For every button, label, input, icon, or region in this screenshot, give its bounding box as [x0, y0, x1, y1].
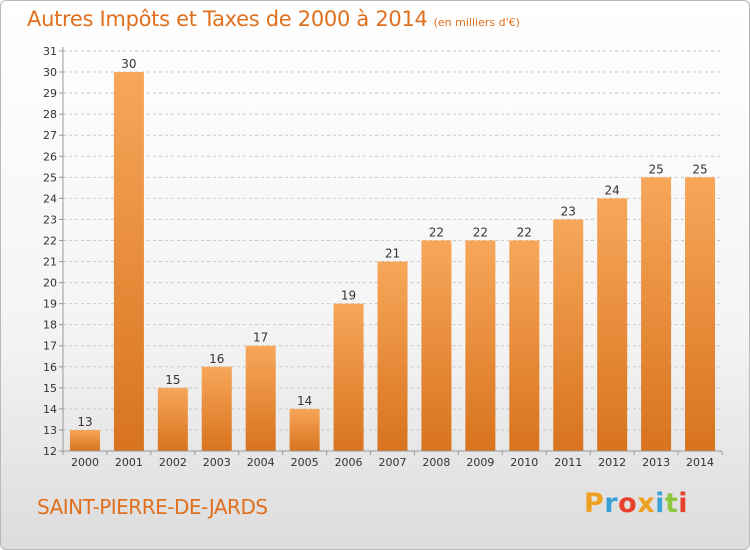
- y-tick-label: 24: [43, 192, 57, 205]
- proxiti-logo[interactable]: Proxiti: [584, 488, 688, 519]
- bar: [509, 240, 540, 451]
- bar: [685, 177, 716, 451]
- y-tick-label: 25: [43, 171, 57, 184]
- y-tick-label: 15: [43, 382, 57, 395]
- y-tick-label: 21: [43, 256, 57, 269]
- data-label: 19: [341, 289, 356, 303]
- logo-letter: i: [655, 488, 665, 519]
- y-tick-label: 12: [43, 445, 57, 458]
- x-tick-label: 2009: [466, 456, 494, 469]
- x-tick-label: 2013: [642, 456, 670, 469]
- bars: [69, 72, 716, 451]
- data-label: 25: [692, 162, 707, 176]
- bar: [157, 387, 188, 451]
- data-labels: 13 30 15 16 17 14 19 21 22 22 22 23 24 25 25: [77, 57, 707, 429]
- x-tick-label: 2004: [247, 456, 275, 469]
- data-label: 22: [517, 225, 532, 239]
- chart-title-text: Autres Impôts et Taxes de 2000 à 2014: [27, 7, 428, 31]
- logo-letter: r: [604, 488, 619, 519]
- y-tick-label: 14: [43, 403, 57, 416]
- bar: [245, 345, 276, 451]
- logo-letter: o: [618, 488, 638, 519]
- y-tick-label: 23: [43, 213, 57, 226]
- logo-letter: P: [584, 488, 605, 519]
- x-tick-label: 2000: [71, 456, 99, 469]
- y-tick-label: 18: [43, 319, 57, 332]
- bar: [641, 177, 672, 451]
- y-tick-label: 28: [43, 108, 57, 121]
- y-axis-ticks: 12 13 14 15 16 17 18 19 20 21 22 23 24 25 26 27 28 29 30 31: [43, 45, 63, 458]
- y-tick-label: 29: [43, 87, 57, 100]
- data-label: 22: [429, 225, 444, 239]
- x-tick-label: 2014: [686, 456, 714, 469]
- bar: [113, 72, 144, 451]
- y-tick-label: 16: [43, 361, 57, 374]
- x-tick-label: 2007: [379, 456, 407, 469]
- data-label: 23: [561, 204, 576, 218]
- x-tick-label: 2001: [115, 456, 143, 469]
- commune-name: SAINT-PIERRE-DE-JARDS: [37, 495, 268, 519]
- y-tick-label: 31: [43, 45, 57, 58]
- y-tick-label: 17: [43, 340, 57, 353]
- bar: [377, 261, 408, 451]
- x-tick-label: 2010: [510, 456, 538, 469]
- data-label: 16: [209, 352, 224, 366]
- chart-title: Autres Impôts et Taxes de 2000 à 2014 (en…: [27, 7, 520, 31]
- data-label: 15: [165, 373, 180, 387]
- x-tick-label: 2012: [598, 456, 626, 469]
- bar: [421, 240, 452, 451]
- data-label: 24: [605, 183, 620, 197]
- x-tick-label: 2005: [291, 456, 319, 469]
- y-tick-label: 30: [43, 66, 57, 79]
- axes: [62, 47, 722, 452]
- y-tick-label: 20: [43, 277, 57, 290]
- data-label: 17: [253, 331, 268, 345]
- x-tick-label: 2008: [422, 456, 450, 469]
- x-tick-label: 2002: [159, 456, 187, 469]
- logo-letter: t: [664, 488, 679, 519]
- bar: [69, 429, 100, 451]
- bar: [333, 303, 364, 451]
- bar: [465, 240, 496, 451]
- logo-letter: i: [678, 488, 689, 519]
- y-tick-label: 26: [43, 150, 57, 163]
- chart-unit: (en milliers d'€): [433, 16, 520, 29]
- y-tick-label: 13: [43, 424, 57, 437]
- x-tick-label: 2006: [335, 456, 363, 469]
- data-label: 22: [473, 225, 488, 239]
- data-label: 13: [77, 415, 92, 429]
- bar: [289, 408, 320, 451]
- data-label: 21: [385, 247, 400, 261]
- x-axis-ticks: 2000 2001 2002 2003 2004 2005 2006 2007 2008 2009…: [62, 451, 723, 469]
- logo-letter: x: [637, 488, 656, 519]
- data-label: 25: [648, 162, 663, 176]
- bar: [553, 219, 584, 451]
- x-tick-label: 2003: [203, 456, 231, 469]
- y-tick-label: 19: [43, 298, 57, 311]
- data-label: 14: [297, 394, 312, 408]
- bar: [201, 366, 232, 451]
- data-label: 30: [121, 57, 136, 71]
- y-tick-label: 22: [43, 234, 57, 247]
- x-tick-label: 2011: [554, 456, 582, 469]
- y-tick-label: 27: [43, 129, 57, 142]
- bar: [597, 198, 628, 451]
